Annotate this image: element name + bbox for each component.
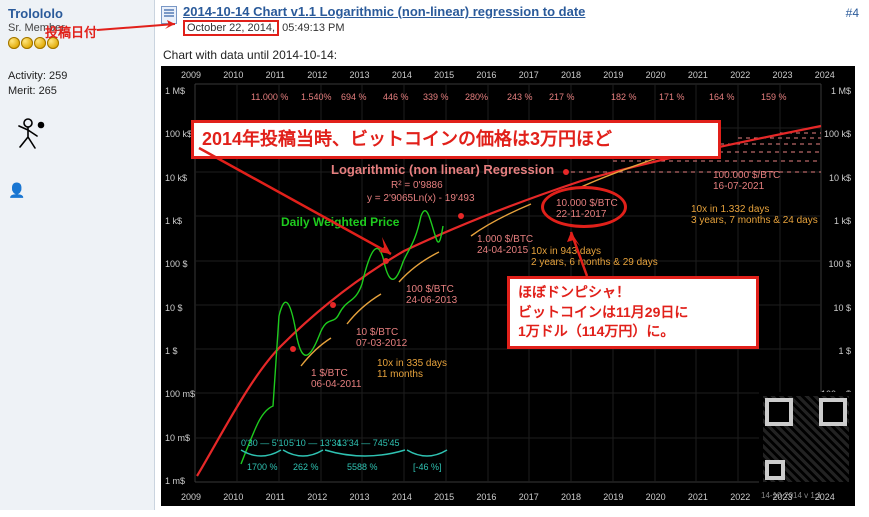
svg-text:y = 2'9065Ln(x) - 19'493: y = 2'9065Ln(x) - 19'493 <box>367 193 475 204</box>
svg-text:Logarithmic (non linear) Regre: Logarithmic (non linear) Regression <box>331 162 554 177</box>
svg-text:694 %: 694 % <box>341 92 367 102</box>
user-avatar <box>8 114 48 158</box>
svg-text:1.540%: 1.540% <box>301 92 332 102</box>
anno-box-1: 2014年投稿当時、ビットコインの価格は3万円ほど <box>191 120 721 159</box>
coin-icon <box>8 37 20 49</box>
svg-text:10x in 1.332 days: 10x in 1.332 days <box>691 204 769 215</box>
svg-text:10x in 943 days: 10x in 943 days <box>531 246 601 257</box>
price-curve <box>241 211 443 464</box>
document-icon <box>161 6 177 24</box>
svg-text:0'30 — 5'10: 0'30 — 5'10 <box>241 438 288 448</box>
svg-text:171 %: 171 % <box>659 92 685 102</box>
x-axis-bottom: 2009201020112012201320142015201620172018… <box>161 492 855 502</box>
svg-text:100 $/BTC: 100 $/BTC <box>406 284 454 295</box>
svg-text:10x in 335 days: 10x in 335 days <box>377 358 447 369</box>
coin-icon <box>21 37 33 49</box>
username-link[interactable]: Trolololo <box>8 6 148 21</box>
svg-text:24-04-2015: 24-04-2015 <box>477 245 529 256</box>
chart-image: Logarithmic (non linear) Regression R² =… <box>161 66 855 506</box>
post-date: October 22, 2014, 05:49:13 PM <box>183 20 585 36</box>
svg-text:262 %: 262 % <box>293 462 319 472</box>
svg-text:24-06-2013: 24-06-2013 <box>406 295 458 306</box>
svg-text:R² = 0'9886: R² = 0'9886 <box>391 180 443 191</box>
svg-text:339 %: 339 % <box>423 92 449 102</box>
svg-text:1700 %: 1700 % <box>247 462 278 472</box>
svg-text:[-46 %]: [-46 %] <box>413 462 442 472</box>
svg-text:280%: 280% <box>465 92 488 102</box>
svg-text:164 %: 164 % <box>709 92 735 102</box>
svg-text:446 %: 446 % <box>383 92 409 102</box>
svg-text:1.000 $/BTC: 1.000 $/BTC <box>477 234 533 245</box>
svg-text:5'10 — 13'34: 5'10 — 13'34 <box>289 438 341 448</box>
pct-row: 11.000 % 1.540% 694 % 446 % 339 % 280% 2… <box>251 92 787 102</box>
svg-text:2 years, 6 months & 29 days: 2 years, 6 months & 29 days <box>531 257 658 268</box>
svg-text:5588 %: 5588 % <box>347 462 378 472</box>
svg-text:10 $/BTC: 10 $/BTC <box>356 327 398 338</box>
activity-stat: Activity: 259 <box>8 69 148 84</box>
svg-text:11.000 %: 11.000 % <box>251 92 288 102</box>
svg-text:Daily Weighted Price: Daily Weighted Price <box>281 215 400 229</box>
svg-text:1 $/BTC: 1 $/BTC <box>311 368 348 379</box>
svg-text:243 %: 243 % <box>507 92 533 102</box>
qr-code <box>763 396 849 482</box>
post-number-link[interactable]: #4 <box>846 6 859 20</box>
user-sidebar: Trolololo Sr. Member Activity: 259 Merit… <box>0 0 155 510</box>
anno-post-date-label: 投稿日付 <box>45 22 97 41</box>
svg-text:159 %: 159 % <box>761 92 787 102</box>
svg-text:07-03-2012: 07-03-2012 <box>356 338 408 349</box>
merit-stat: Merit: 265 <box>8 84 148 99</box>
anno-box-2: ほぼドンピシャ！ ビットコインは11月29日に 1万ドル（114万円）に。 <box>507 276 759 349</box>
anno-circle <box>541 186 627 228</box>
profile-icon[interactable]: 👤 <box>8 182 24 198</box>
svg-text:16-07-2021: 16-07-2021 <box>713 181 765 192</box>
post-title-link[interactable]: 2014-10-14 Chart v1.1 Logarithmic (non-l… <box>183 4 585 19</box>
svg-text:06-04-2011: 06-04-2011 <box>311 379 362 390</box>
svg-text:3 years, 7 months & 24 days: 3 years, 7 months & 24 days <box>691 215 818 226</box>
svg-text:100.000 $/BTC: 100.000 $/BTC <box>713 170 780 181</box>
x-axis-top: 2009201020112012201320142015201620172018… <box>161 70 855 80</box>
svg-text:11 months: 11 months <box>377 369 423 380</box>
svg-text:182 %: 182 % <box>611 92 637 102</box>
date-highlight: October 22, 2014, <box>183 20 279 36</box>
svg-text:217 %: 217 % <box>549 92 575 102</box>
chart-caption: Chart with data until 2014-10-14: <box>163 48 863 62</box>
svg-text:13'34 — 745'45: 13'34 — 745'45 <box>337 438 400 448</box>
